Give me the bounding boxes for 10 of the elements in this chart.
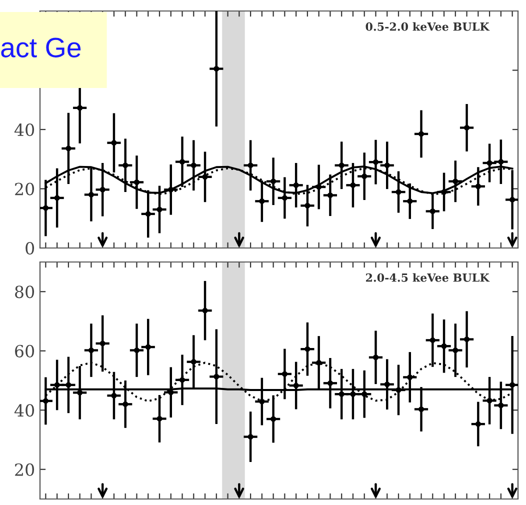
text: act Ge [1,38,81,58]
y-tick-label: 80 [15,286,34,298]
y-tick-label: 20 [15,182,34,196]
annotation: 2.0-4.5 keVee BULK [366,273,490,282]
y-tick-label: 0 [26,242,34,255]
y-tick-label: 40 [14,123,34,136]
annotation: 0.5-2.0 keVee BULK [366,22,490,31]
y-tick-label: 60 [15,344,34,358]
y-tick-label: 20 [15,463,34,476]
y-tick-label: 40 [14,404,34,417]
